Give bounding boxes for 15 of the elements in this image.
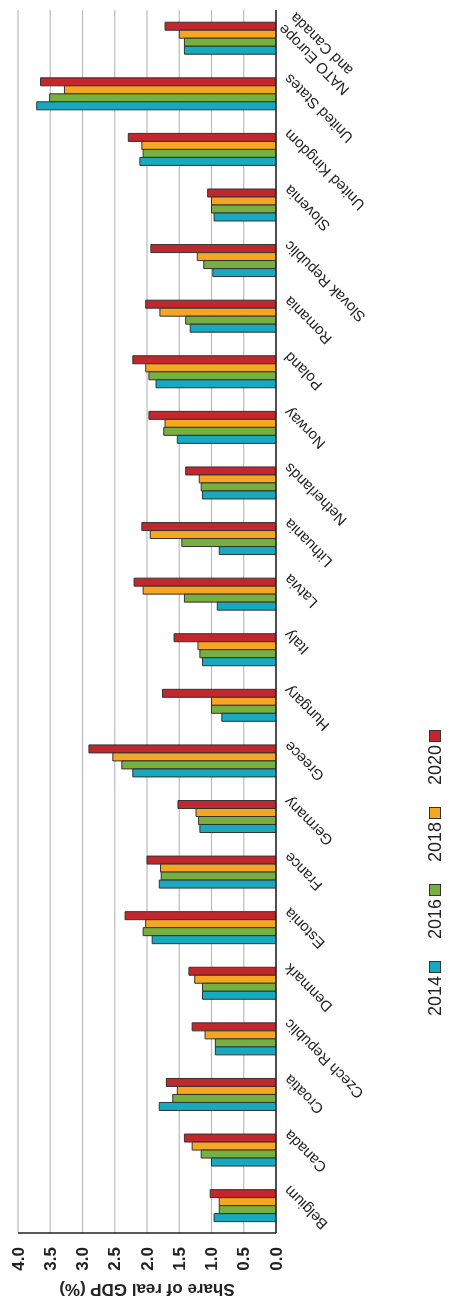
x-tick-label: 0.0 (266, 1247, 286, 1271)
legend-label: 2016 (424, 898, 446, 939)
x-tick-label: 1.5 (169, 1247, 189, 1271)
x-tick-label: 2.5 (105, 1247, 125, 1271)
legend-label: 2020 (424, 744, 446, 785)
x-tick-label: 2.0 (137, 1247, 157, 1271)
x-tick-label: 0.5 (234, 1247, 254, 1271)
x-tick-label: 1.0 (202, 1247, 221, 1271)
legend-label: 2018 (424, 821, 446, 862)
x-tick-label: 4.0 (8, 1247, 28, 1271)
x-tick-label: 3.0 (73, 1247, 92, 1271)
x-tick-label: 3.5 (40, 1247, 60, 1271)
legend-label: 2014 (424, 975, 446, 1016)
x-axis-title: Share of real GDP (%) (58, 1279, 236, 1299)
y-tick-label: Italy (279, 626, 312, 659)
